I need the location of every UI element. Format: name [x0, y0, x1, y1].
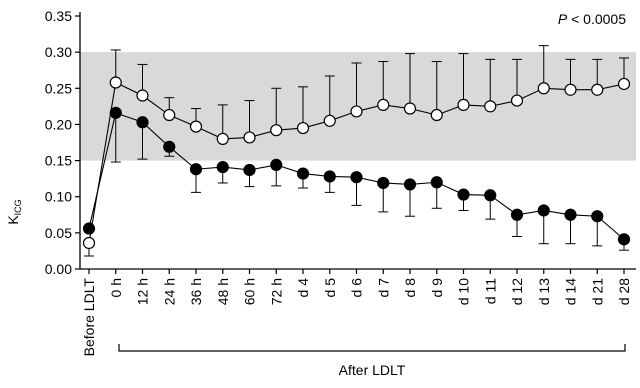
y-tick-label: 0.00 [45, 261, 72, 277]
x-tick-label: 60 h [242, 278, 258, 305]
x-tick-label: 48 h [215, 278, 231, 305]
data-point [350, 171, 363, 184]
y-tick-label: 0.25 [45, 80, 72, 96]
data-point [243, 131, 256, 144]
data-point [243, 163, 256, 177]
data-point [564, 208, 577, 221]
data-point [323, 114, 336, 127]
data-point [617, 233, 631, 246]
data-point [270, 158, 283, 172]
x-tick-label: 72 h [268, 278, 284, 305]
y-tick-label: 0.15 [45, 153, 72, 169]
x-tick-label: 36 h [188, 278, 204, 305]
data-point [216, 132, 229, 145]
p-symbol: P [558, 11, 568, 27]
data-point [109, 106, 122, 119]
data-point [403, 178, 417, 191]
data-point [82, 222, 96, 235]
data-point [457, 188, 470, 201]
significance-annotation: P < 0.0005 [558, 11, 626, 27]
x-tick-label: 12 h [135, 278, 151, 305]
x-tick-label: d 7 [375, 278, 391, 298]
p-value-text: < 0.0005 [567, 11, 626, 27]
data-point [430, 108, 443, 122]
x-tick-label: d 14 [563, 278, 579, 305]
data-point [296, 167, 310, 180]
labels-layer: KICG P < 0.0005 After LDLT [5, 11, 626, 378]
series-filled [82, 106, 631, 251]
data-point [484, 100, 497, 113]
data-point [270, 124, 283, 137]
x-tick-label: d 8 [402, 278, 418, 298]
data-point [510, 94, 524, 107]
data-point [189, 163, 203, 176]
data-point [377, 98, 390, 112]
data-point [323, 170, 336, 183]
data-point [430, 176, 443, 189]
data-point [510, 208, 524, 221]
series-open [82, 45, 631, 257]
x-tick-label: d 28 [616, 278, 632, 305]
data-point [457, 98, 470, 112]
data-point [537, 204, 550, 217]
data-point [350, 105, 363, 118]
data-point [163, 108, 176, 122]
data-point [591, 83, 604, 96]
x-tick-label: Before LDLT [81, 278, 97, 357]
data-point [109, 76, 122, 89]
data-point [296, 121, 310, 135]
data-point [377, 176, 390, 190]
x-tick-label: d 10 [456, 278, 472, 305]
data-point [591, 210, 604, 223]
data-point [403, 102, 417, 115]
x-tick-label: d 5 [322, 278, 338, 298]
axes: 0.00 0.05 0.10 0.15 0.20 0.25 0.30 0.35 Before L… [45, 8, 636, 356]
x-tick-label: d 13 [536, 278, 552, 305]
x-tick-label: d 9 [429, 278, 445, 298]
data-point [82, 236, 96, 250]
y-axis-label-sub: ICG [13, 199, 23, 215]
y-tick-label: 0.10 [45, 189, 72, 205]
data-point [136, 89, 149, 102]
y-axis-label: KICG [5, 199, 23, 224]
y-tick-label: 0.30 [45, 44, 72, 60]
x-tick-label: d 6 [349, 278, 365, 298]
data-point [163, 140, 176, 153]
after-ldlt-label: After LDLT [339, 362, 406, 378]
x-tick-label: d 4 [295, 278, 311, 298]
data-point [189, 120, 203, 133]
x-tick-label: 24 h [161, 278, 177, 305]
x-tick-label: d 11 [482, 278, 498, 304]
x-tick-label: 0 h [108, 278, 124, 297]
series-layer [82, 45, 631, 257]
y-tick-label: 0.05 [45, 225, 72, 241]
data-point [136, 116, 149, 129]
data-point [564, 83, 577, 96]
data-point [537, 82, 550, 95]
y-axis-label-main: K [5, 215, 21, 225]
data-point [617, 77, 631, 91]
x-tick-label: d 12 [509, 278, 525, 305]
after-ldlt-bracket [118, 344, 626, 352]
data-point [484, 189, 497, 202]
y-tick-label: 0.35 [45, 8, 72, 24]
y-tick-label: 0.20 [45, 116, 72, 132]
x-tick-label: d 21 [589, 278, 605, 305]
data-point [216, 160, 229, 174]
